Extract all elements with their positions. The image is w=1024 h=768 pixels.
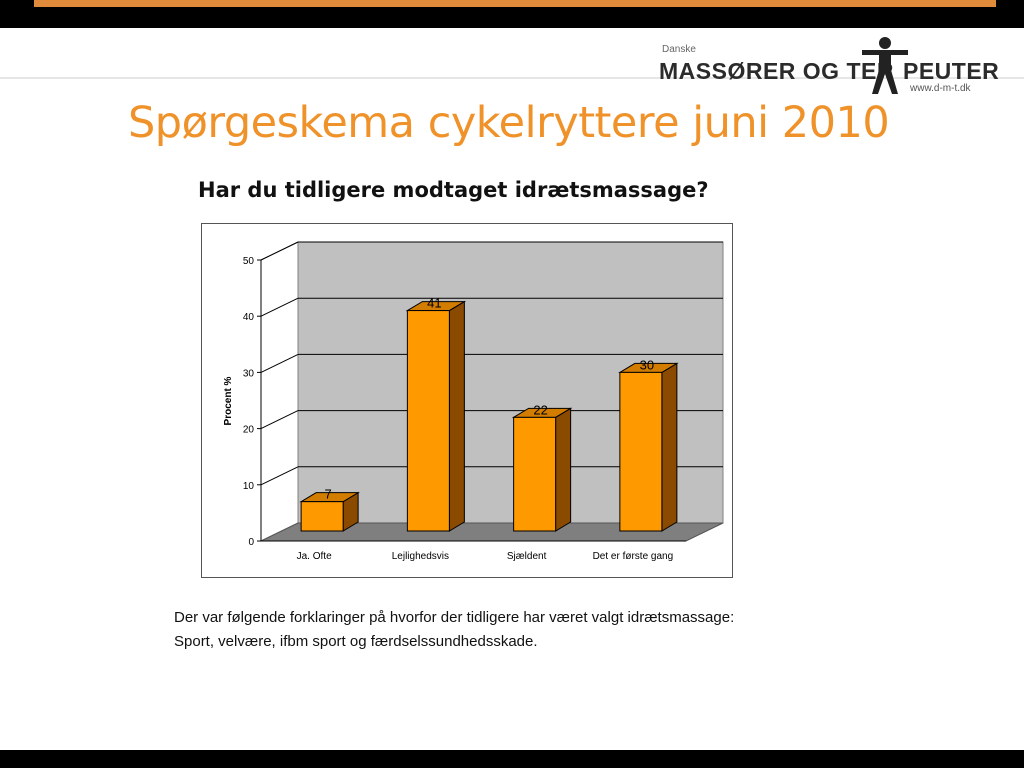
bottom-footer-bar xyxy=(0,750,1024,768)
plot-side-wall xyxy=(260,241,299,542)
bar-2 xyxy=(513,416,557,532)
explanation-line-1: Der var følgende forklaringer på hvorfor… xyxy=(174,609,735,626)
data-label-1: 41 xyxy=(427,296,441,311)
gridline-side-10 xyxy=(260,466,299,486)
logo-small-text: Danske xyxy=(662,44,696,55)
data-label-0: 7 xyxy=(325,487,332,502)
gridline-side-50 xyxy=(260,241,299,261)
gridline-side-20 xyxy=(260,410,299,430)
x-tick-label-3: Det er første gang xyxy=(593,551,674,562)
x-tick-label-0: Ja. Ofte xyxy=(297,551,332,562)
data-label-2: 22 xyxy=(533,402,547,417)
bar-chart: 0 10 20 30 40 50 Procent % 7 Ja. Ofte 41 Lejlighed… xyxy=(201,223,733,578)
logo-figure-icon xyxy=(862,37,908,94)
y-tick-label-50: 50 xyxy=(243,256,255,267)
data-label-3: 30 xyxy=(640,357,654,372)
x-tick-label-2: Sjældent xyxy=(507,551,547,562)
header-divider xyxy=(0,77,1024,79)
y-tick-label-0: 0 xyxy=(248,537,254,548)
gridline-side-30 xyxy=(260,353,299,373)
top-accent-stripe xyxy=(34,0,996,7)
gridline-side-40 xyxy=(260,297,299,317)
bar-chart-svg: 0 10 20 30 40 50 Procent % 7 Ja. Ofte 41 Lejlighed… xyxy=(223,241,724,562)
y-tick-label-20: 20 xyxy=(243,425,255,436)
bar-side-3 xyxy=(661,362,678,532)
bar-0 xyxy=(300,501,344,532)
chart-title: Har du tidligere modtaget idrætsmassage? xyxy=(198,178,709,202)
y-tick-label-30: 30 xyxy=(243,368,255,379)
y-tick-label-40: 40 xyxy=(243,312,255,323)
logo-main-text-left: MASSØRER OG TER xyxy=(659,58,894,84)
bar-1 xyxy=(406,310,450,532)
y-axis-label: Procent % xyxy=(223,376,234,425)
x-tick-label-1: Lejlighedsvis xyxy=(392,551,449,562)
logo-url: www.d-m-t.dk xyxy=(910,83,971,94)
logo-main-text-right: PEUTER xyxy=(903,58,1000,84)
explanation-line-2: Sport, velvære, ifbm sport og færdselssu… xyxy=(174,633,538,650)
bar-side-2 xyxy=(555,407,572,532)
y-tick-label-10: 10 xyxy=(243,481,255,492)
page-title: Spørgeskema cykelryttere juni 2010 xyxy=(128,98,890,148)
bar-3 xyxy=(619,371,663,532)
company-logo: Danske MASSØRER OG TER PEUTER www.d-m-t.… xyxy=(655,34,999,98)
bar-side-1 xyxy=(448,300,465,532)
